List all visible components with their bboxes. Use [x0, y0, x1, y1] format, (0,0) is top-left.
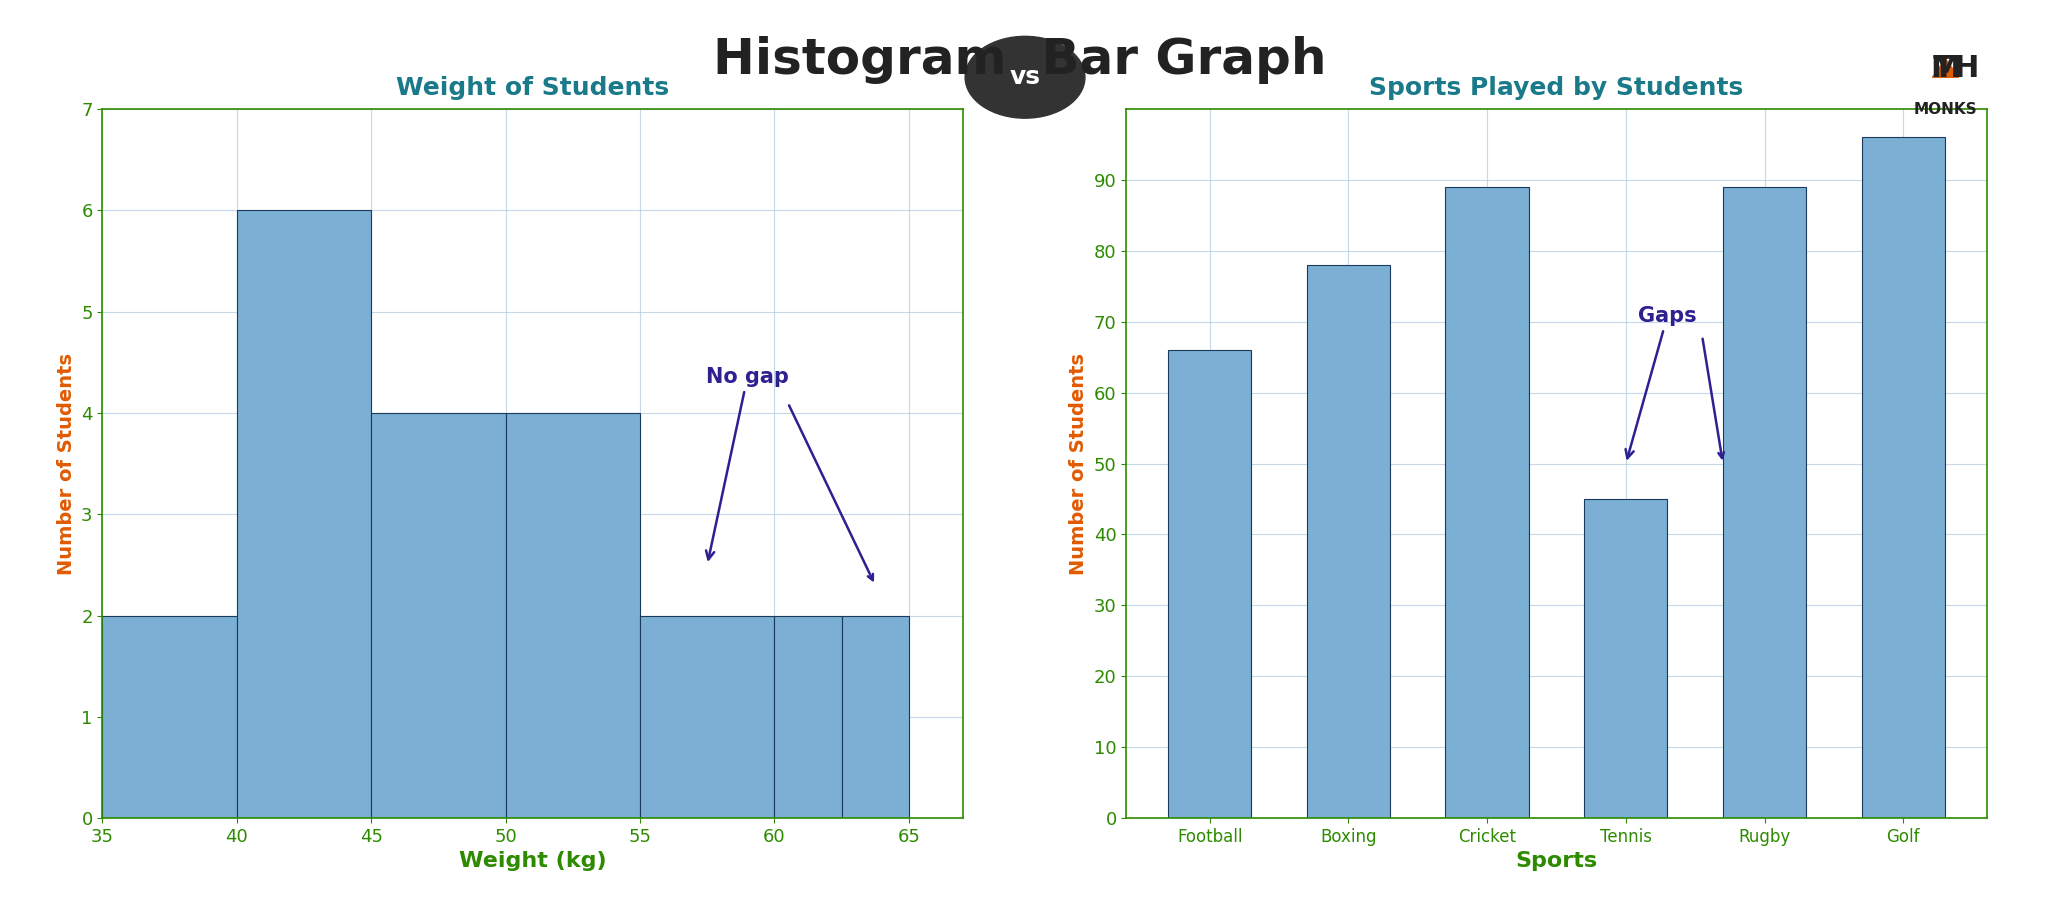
Bar [1585, 499, 1667, 818]
Text: Histogram: Histogram [713, 36, 1024, 85]
Bar [102, 615, 238, 818]
Y-axis label: Number of Students: Number of Students [1069, 353, 1087, 574]
Polygon shape [1933, 59, 1958, 77]
Bar [371, 413, 506, 818]
Text: TH: TH [1913, 54, 1978, 83]
Text: vs: vs [1010, 65, 1040, 89]
Title: Sports Played by Students: Sports Played by Students [1370, 76, 1743, 100]
Bar [238, 210, 371, 818]
Bar [1446, 187, 1528, 818]
Circle shape [965, 36, 1085, 118]
Text: MONKS: MONKS [1913, 102, 1978, 116]
Bar [1307, 265, 1391, 818]
Bar [639, 615, 774, 818]
Text: No gap: No gap [707, 366, 788, 559]
Bar [774, 615, 842, 818]
Text: Bar Graph: Bar Graph [1024, 36, 1327, 85]
X-axis label: Weight (kg): Weight (kg) [459, 852, 606, 872]
Text: M: M [1931, 54, 1960, 83]
Bar [1167, 350, 1251, 818]
Text: Gaps: Gaps [1626, 305, 1698, 458]
Bar [842, 615, 909, 818]
Bar [1722, 187, 1806, 818]
Y-axis label: Number of Students: Number of Students [57, 353, 76, 574]
X-axis label: Sports: Sports [1516, 852, 1597, 872]
Bar [506, 413, 639, 818]
Title: Weight of Students: Weight of Students [395, 76, 670, 100]
Bar [1862, 137, 1946, 818]
